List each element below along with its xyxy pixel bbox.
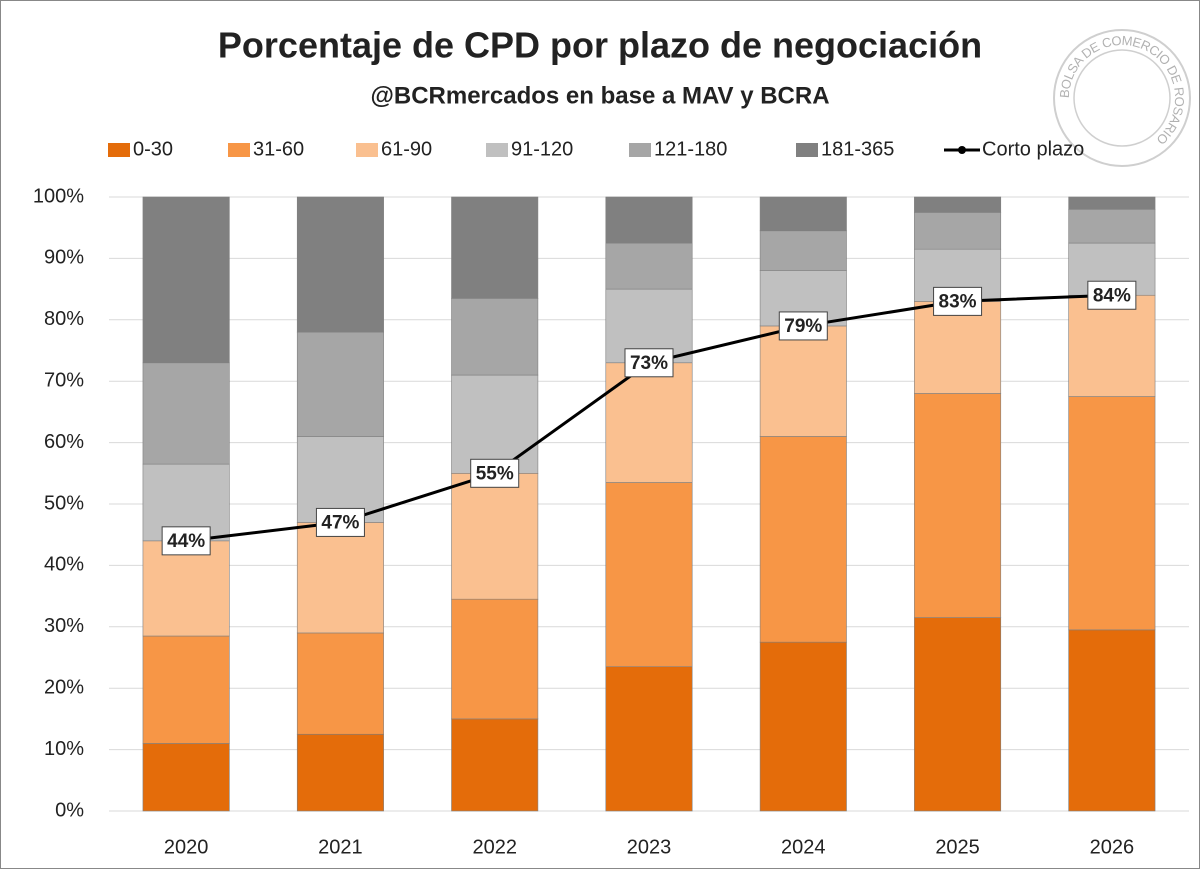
x-tick-label: 2023 — [627, 836, 672, 858]
data-label-box — [624, 348, 674, 378]
bar-segment — [451, 598, 539, 720]
bar-segment — [605, 482, 693, 668]
y-tick-label: 70% — [44, 369, 84, 391]
y-tick-label: 60% — [44, 431, 84, 453]
legend-swatch — [486, 143, 508, 157]
y-tick-label: 20% — [44, 676, 84, 698]
data-label: 55% — [476, 463, 514, 484]
legend-label: 181-365 — [821, 138, 894, 160]
legend-swatch — [356, 143, 378, 157]
bar-segment — [296, 522, 384, 634]
data-label-box — [470, 458, 520, 488]
bar-segment — [914, 617, 1002, 812]
legend-label: 61-90 — [381, 138, 432, 160]
bar-segment — [142, 743, 230, 812]
chart-title: Porcentaje de CPD por plazo de negociaci… — [218, 25, 982, 66]
bar-segment — [1068, 294, 1156, 397]
legend-swatch — [796, 143, 818, 157]
bar-segment — [759, 436, 847, 643]
bar-segment — [914, 196, 1002, 213]
x-tick-label: 2025 — [935, 836, 980, 858]
bar-segment — [451, 472, 539, 600]
legend-marker — [958, 146, 966, 154]
bar-segment — [142, 635, 230, 744]
bar-segment — [296, 632, 384, 735]
bar-segment — [296, 733, 384, 812]
data-label: 79% — [784, 316, 822, 337]
y-tick-label: 0% — [55, 799, 84, 821]
bar-segment — [451, 298, 539, 376]
bar-segment — [1068, 208, 1156, 244]
bar-segment — [914, 393, 1002, 618]
data-label: 44% — [167, 531, 205, 552]
bar-segment — [451, 718, 539, 812]
y-tick-label: 100% — [33, 185, 84, 207]
bar-segment — [759, 641, 847, 812]
legend-label: Corto plazo — [982, 138, 1084, 160]
legend-swatch — [108, 143, 130, 157]
legend-swatch — [629, 143, 651, 157]
data-label: 73% — [630, 353, 668, 374]
bar-segment — [759, 325, 847, 437]
x-tick-label: 2026 — [1090, 836, 1135, 858]
y-tick-label: 80% — [44, 308, 84, 330]
y-tick-label: 10% — [44, 738, 84, 760]
data-label-box — [161, 526, 211, 556]
data-label-box — [1087, 280, 1137, 310]
data-label-box — [778, 311, 828, 341]
logo-inner — [1073, 49, 1171, 147]
y-tick-label: 30% — [44, 615, 84, 637]
bar-segment — [142, 362, 230, 465]
legend-label: 91-120 — [511, 138, 573, 160]
bar-segment — [914, 212, 1002, 250]
bar-segment — [605, 242, 693, 290]
y-tick-label: 40% — [44, 554, 84, 576]
data-label: 47% — [321, 512, 359, 533]
bar-segment — [914, 301, 1002, 394]
logo-ring — [1053, 29, 1191, 167]
x-tick-label: 2020 — [164, 836, 209, 858]
bar-segment — [296, 331, 384, 437]
bar-segment — [605, 666, 693, 812]
legend-label: 121-180 — [654, 138, 727, 160]
bar-segment — [605, 196, 693, 244]
legend-swatch — [228, 143, 250, 157]
y-tick-label: 50% — [44, 492, 84, 514]
bar-segment — [142, 196, 230, 364]
bar-segment — [142, 540, 230, 637]
x-tick-label: 2021 — [318, 836, 363, 858]
bar-segment — [451, 196, 539, 299]
bar-segment — [605, 362, 693, 483]
data-label-box — [933, 286, 983, 316]
bar-segment — [451, 374, 539, 474]
chart-subtitle: @BCRmercados en base a MAV y BCRA — [370, 82, 829, 109]
x-tick-label: 2022 — [472, 836, 517, 858]
legend-label: 31-60 — [253, 138, 304, 160]
data-label: 84% — [1093, 285, 1131, 306]
x-tick-label: 2024 — [781, 836, 826, 858]
bar-segment — [296, 196, 384, 333]
data-label: 83% — [939, 291, 977, 312]
y-tick-label: 90% — [44, 247, 84, 269]
bar-segment — [759, 230, 847, 271]
bar-segment — [1068, 196, 1156, 210]
legend-label: 0-30 — [133, 138, 173, 160]
data-label-box — [315, 507, 365, 537]
bar-segment — [759, 196, 847, 232]
bar-segment — [1068, 629, 1156, 812]
bar-segment — [1068, 396, 1156, 631]
